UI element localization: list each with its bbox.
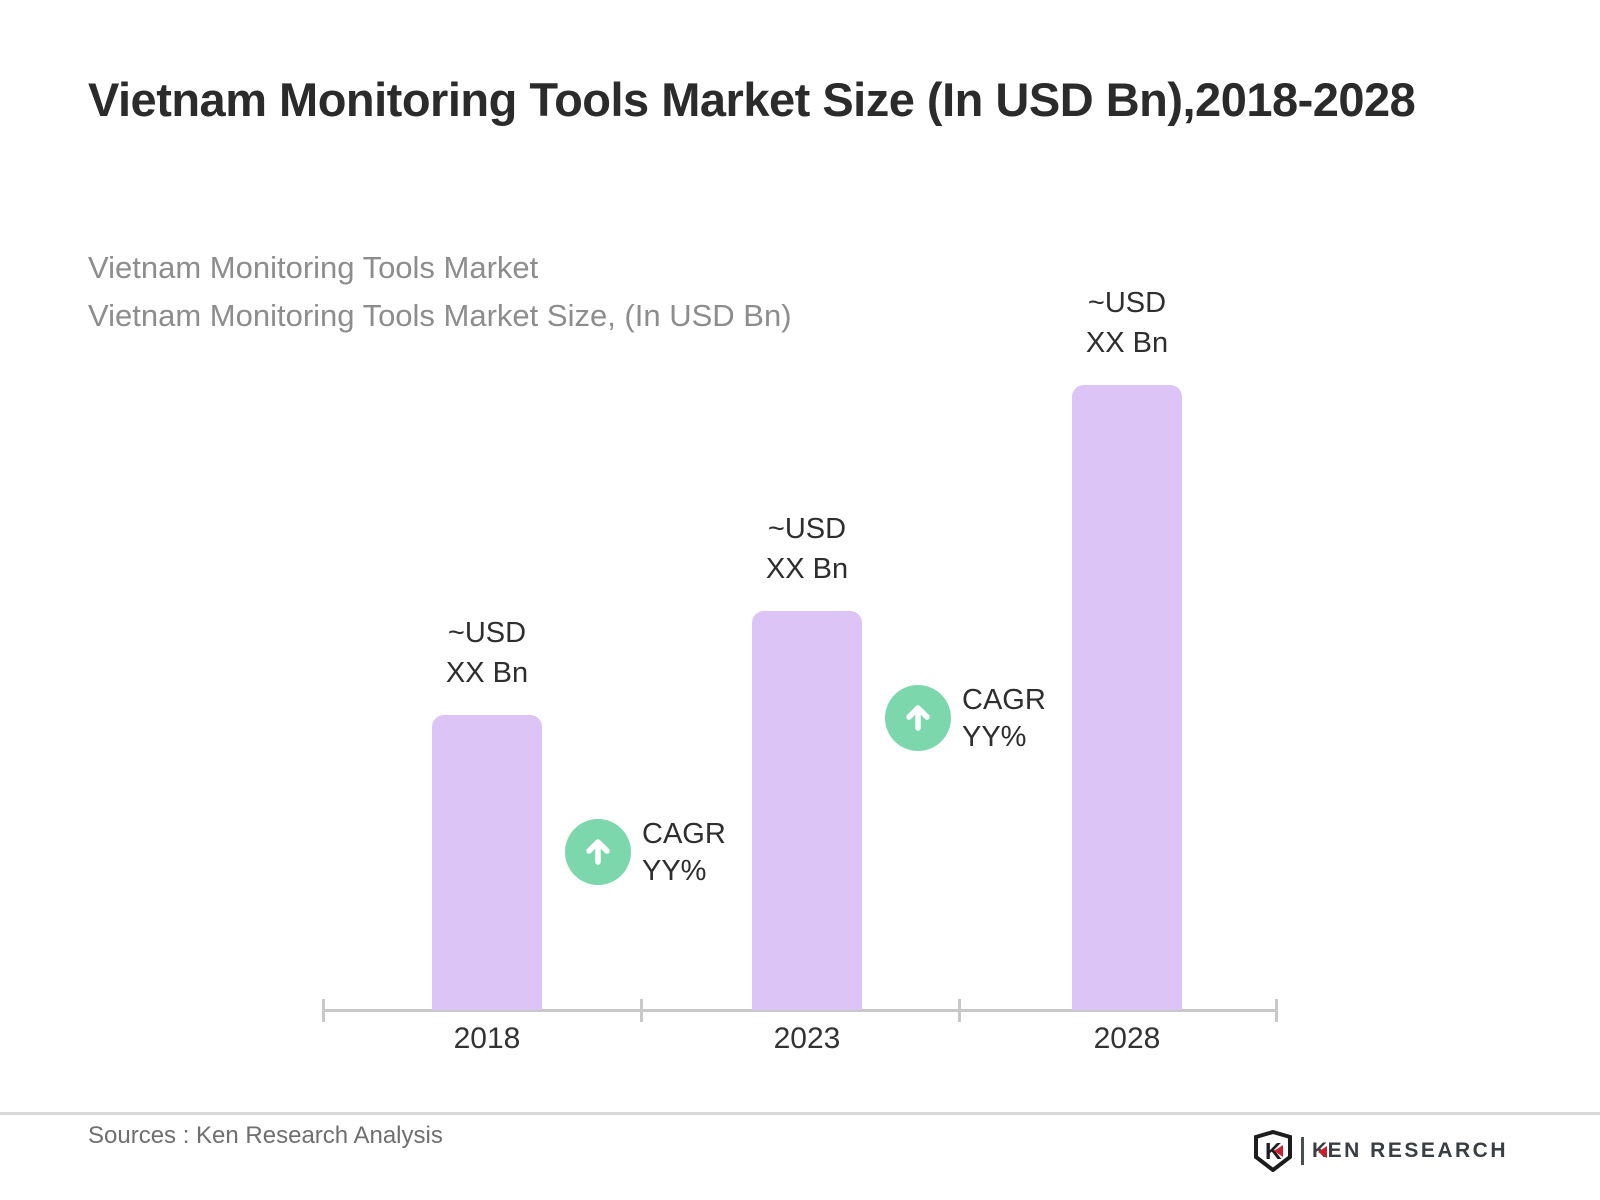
x-axis-label-2018: 2018 xyxy=(453,1022,521,1055)
x-axis-label-2023: 2023 xyxy=(773,1022,841,1055)
source-text: Sources : Ken Research Analysis xyxy=(88,1122,443,1149)
cagr-label-1: CAGR YY% xyxy=(962,684,1046,753)
bar-2018 xyxy=(432,715,542,1010)
logo-divider xyxy=(1300,1137,1304,1165)
cagr-label-0: CAGR YY% xyxy=(642,818,726,887)
subtitle-line-1: Vietnam Monitoring Tools Market xyxy=(88,250,539,285)
logo-wordmark: K EN RESEARCH xyxy=(1312,1139,1508,1163)
up-arrow-circle-icon xyxy=(565,819,631,885)
x-axis-tick-3 xyxy=(1275,999,1278,1022)
bar-value-label-2028: ~USD XX Bn xyxy=(1085,287,1169,359)
footer-divider xyxy=(0,1112,1600,1115)
x-axis-tick-2 xyxy=(958,999,961,1022)
bar-2023 xyxy=(752,611,862,1010)
bar-value-label-2023: ~USD XX Bn xyxy=(765,513,849,585)
page-title: Vietnam Monitoring Tools Market Size (In… xyxy=(88,73,1416,126)
svg-text:K: K xyxy=(1265,1138,1282,1164)
x-axis-tick-1 xyxy=(640,999,643,1022)
logo-red-triangle-icon xyxy=(1317,1146,1327,1158)
chart-subtitle: Vietnam Monitoring Tools Market Vietnam … xyxy=(88,244,1288,340)
subtitle-line-2: Vietnam Monitoring Tools Market Size, (I… xyxy=(88,298,792,333)
wordmark-rest: EN RESEARCH xyxy=(1327,1139,1508,1162)
x-axis-line xyxy=(322,1009,1278,1012)
ken-research-shield-icon: K xyxy=(1253,1130,1292,1172)
x-axis-label-2028: 2028 xyxy=(1093,1022,1161,1055)
bar-2028 xyxy=(1072,385,1182,1010)
ken-research-logo: K K EN RESEARCH xyxy=(1253,1130,1508,1172)
up-arrow-circle-icon xyxy=(885,685,951,751)
bar-value-label-2018: ~USD XX Bn xyxy=(445,617,529,689)
x-axis-tick-0 xyxy=(322,999,325,1022)
